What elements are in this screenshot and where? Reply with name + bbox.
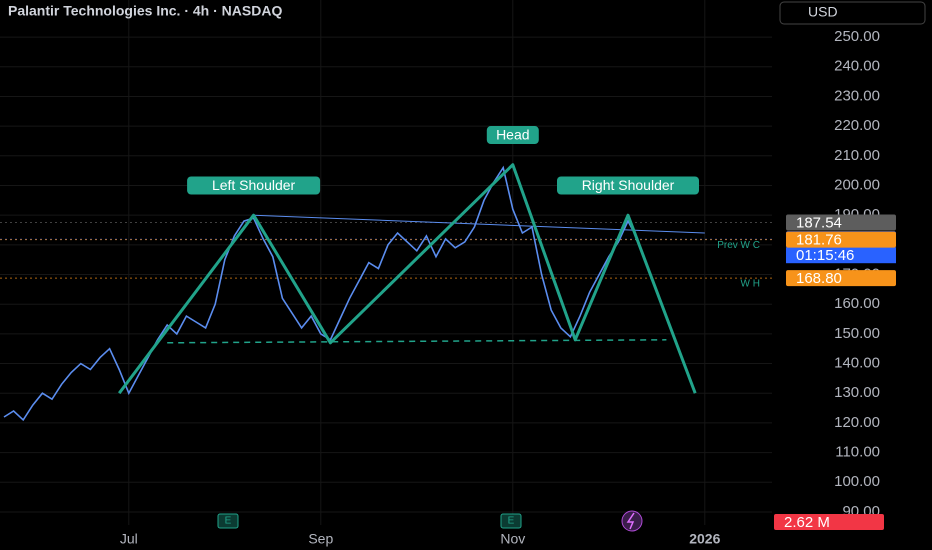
volume-label: 2.62 M (784, 514, 830, 531)
y-tick-label: 100.00 (834, 473, 880, 490)
currency-box[interactable] (779, 1, 926, 25)
plot (0, 163, 772, 422)
price-tag-label: 168.80 (796, 270, 842, 287)
annotation-label: Right Shoulder (582, 177, 675, 193)
price-line (3, 165, 639, 422)
earnings-icon[interactable]: E (217, 513, 239, 529)
price-tag (786, 214, 896, 231)
y-tick-label: 110.00 (835, 444, 880, 461)
y-tick-label: 240.00 (834, 58, 880, 75)
svg-text:E: E (508, 516, 515, 527)
y-tick-label: 140.00 (834, 355, 880, 372)
y-tick-label: 230.00 (834, 87, 880, 104)
level-label: Prev W C (717, 240, 760, 251)
x-tick-label: Sep (308, 531, 333, 547)
annotation-box (557, 176, 699, 195)
x-tick-label: 2026 (689, 531, 720, 547)
currency[interactable]: USD (808, 4, 838, 20)
x-tick-label: Nov (500, 531, 525, 547)
annotation-box (486, 126, 539, 145)
chart-title: Palantir Technologies Inc. · 4h · NASDAQ (8, 3, 282, 19)
dividend-icon[interactable] (621, 510, 643, 532)
pattern-line (118, 163, 697, 395)
countdown-box (786, 247, 896, 264)
y-tick-label: 120.00 (834, 414, 880, 431)
y-tick-label: 250.00 (834, 28, 880, 45)
level-label: W H (741, 279, 760, 290)
annotation-label: Head (496, 127, 529, 143)
trendline (253, 214, 705, 234)
y-tick-label: 130.00 (834, 384, 880, 401)
countdown: 01:15:46 (796, 247, 854, 264)
svg-text:E: E (225, 516, 232, 527)
price-tag-label: 187.54 (796, 214, 842, 231)
y-tick-label: 200.00 (834, 176, 880, 193)
price-tag-label: 181.76 (796, 232, 842, 249)
price-tag (786, 231, 896, 248)
volume-tag (774, 514, 884, 530)
x-tick-label: Jul (120, 531, 138, 547)
y-tick-label: 210.00 (834, 147, 880, 164)
y-tick-label: 160.00 (834, 295, 880, 312)
earnings-icon[interactable]: E (500, 513, 522, 529)
y-tick-label: 220.00 (834, 117, 880, 134)
annotation-box (187, 176, 321, 195)
annotation-label: Left Shoulder (212, 177, 296, 193)
price-tag (786, 270, 896, 287)
y-tick-label: 150.00 (834, 325, 880, 342)
